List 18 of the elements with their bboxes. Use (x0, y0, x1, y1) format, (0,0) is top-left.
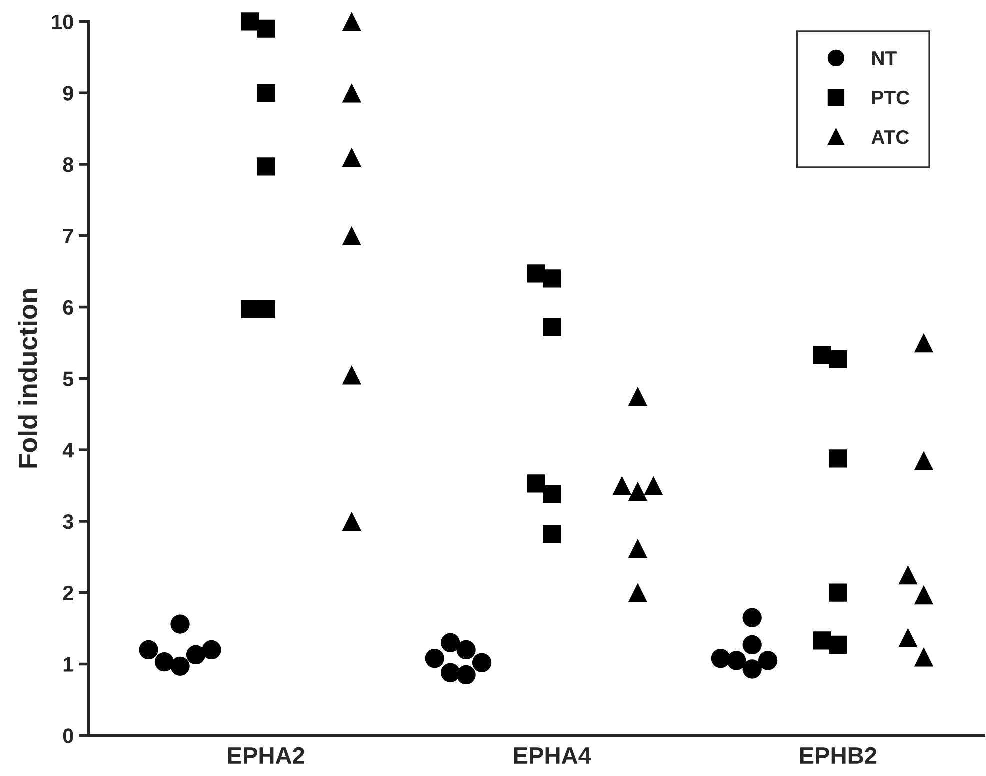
y-tick-label: 10 (52, 14, 74, 30)
x-tick-label: EPHA2 (228, 747, 304, 764)
x-tick-label: EPHA4 (514, 748, 592, 764)
y-tick-label: 1 (64, 657, 74, 672)
y-tick-label: 7 (63, 229, 74, 244)
y-tick-label: 4 (62, 443, 74, 458)
x-tick-label: EPHB2 (800, 747, 877, 764)
y-tick-label: 6 (63, 300, 74, 316)
y-axis-title: Fold induction (18, 289, 38, 468)
y-tick-label: 0 (63, 728, 74, 744)
y-tick-label: 9 (63, 86, 74, 101)
legend-label: PTC (872, 90, 910, 105)
y-tick-label: 8 (63, 158, 74, 172)
y-tick-label: 3 (63, 514, 74, 530)
y-tick-label: 5 (63, 372, 74, 386)
y-tick-label: 2 (63, 586, 74, 600)
legend-label: ATC (872, 130, 910, 144)
legend-label: NT (872, 52, 897, 65)
